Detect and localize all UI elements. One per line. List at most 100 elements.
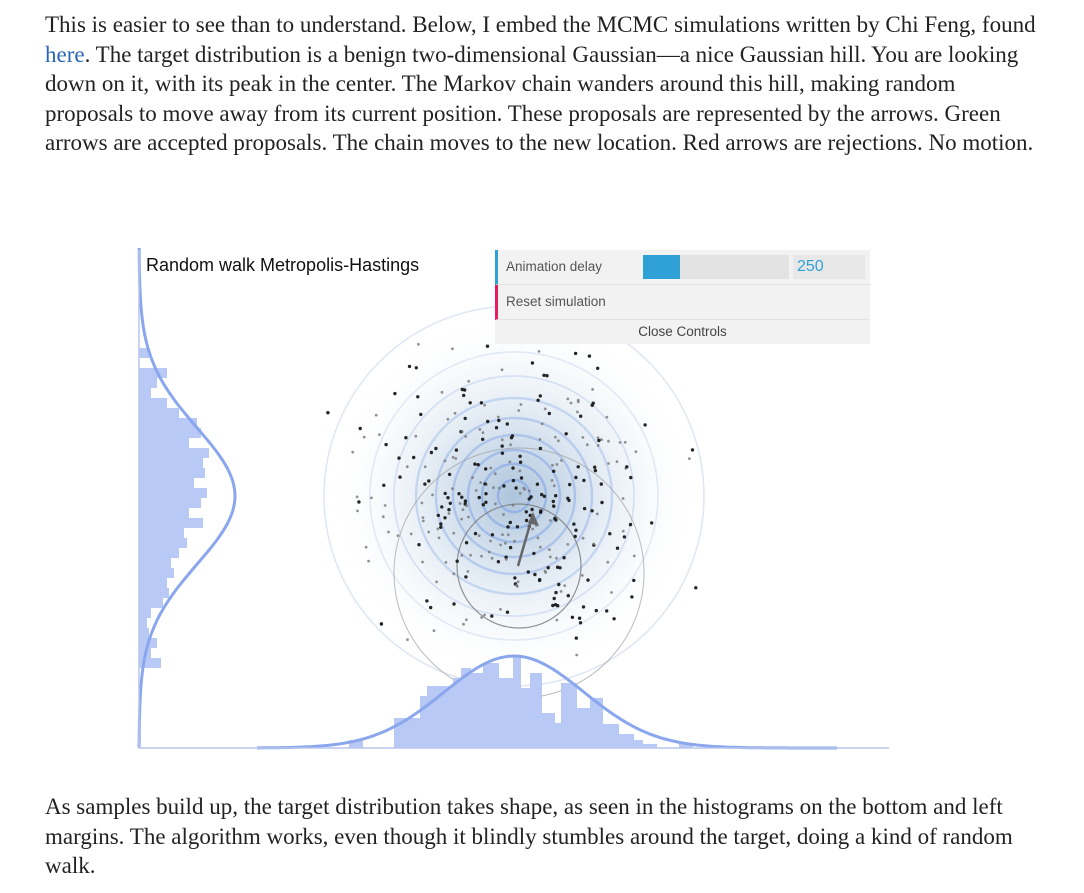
- sample-point: [605, 415, 609, 419]
- sample-point: [420, 501, 424, 505]
- sample-point: [448, 501, 452, 505]
- sample-point: [462, 393, 466, 398]
- here-link[interactable]: here: [45, 41, 85, 67]
- sample-point: [511, 466, 515, 470]
- sample-point: [593, 465, 597, 469]
- proposal-circle: [456, 503, 582, 629]
- sample-point: [581, 536, 585, 540]
- sample-point: [356, 509, 359, 513]
- sample-point: [555, 556, 558, 560]
- animation-delay-slider[interactable]: [643, 255, 789, 279]
- simulation-canvas[interactable]: [137, 248, 890, 750]
- sample-point: [432, 629, 436, 632]
- sample-point: [556, 604, 560, 608]
- sample-point: [493, 472, 497, 476]
- sample-point: [489, 539, 492, 543]
- histogram-bar: [139, 508, 189, 518]
- sample-point: [421, 560, 424, 564]
- sample-point: [436, 513, 440, 518]
- sample-point: [464, 575, 468, 579]
- sample-point: [596, 436, 600, 440]
- sample-point: [592, 542, 596, 546]
- animation-delay-input[interactable]: [793, 255, 865, 279]
- sample-point: [552, 484, 556, 488]
- histogram-bar: [139, 458, 203, 468]
- sample-point: [481, 431, 485, 435]
- sample-point: [621, 497, 625, 500]
- sample-point: [471, 476, 474, 479]
- sample-point: [552, 504, 556, 508]
- histogram-bar: [603, 724, 619, 748]
- sample-point: [379, 622, 384, 626]
- sample-point: [568, 482, 572, 487]
- sample-point: [429, 450, 434, 455]
- sample-point: [481, 437, 485, 441]
- sample-point: [374, 413, 378, 417]
- sample-point: [478, 428, 482, 431]
- intro-text-after: . The target distribution is a benign tw…: [45, 41, 1034, 156]
- sample-point: [581, 605, 586, 609]
- sample-point: [634, 450, 638, 454]
- sample-point: [451, 487, 454, 490]
- sample-point: [595, 512, 599, 516]
- sample-point: [384, 442, 388, 447]
- sample-point: [465, 618, 468, 622]
- sample-point: [443, 459, 447, 463]
- sample-point: [523, 488, 526, 491]
- sample-point: [467, 379, 471, 383]
- sample-point: [499, 543, 502, 547]
- sample-point: [452, 602, 456, 606]
- sample-point: [494, 426, 499, 430]
- sample-point: [504, 541, 507, 545]
- histogram-bar: [590, 698, 603, 748]
- sample-point: [427, 530, 431, 534]
- sample-point: [600, 500, 604, 505]
- histogram-bar: [461, 668, 471, 748]
- sample-point: [578, 621, 583, 625]
- sample-point: [518, 454, 522, 458]
- sample-point: [508, 520, 512, 525]
- sample-point: [464, 435, 467, 438]
- sample-point: [460, 495, 464, 499]
- mcmc-simulation[interactable]: Random walk Metropolis-Hastings Animatio…: [137, 248, 890, 750]
- close-controls-button[interactable]: Close Controls: [495, 320, 870, 344]
- sample-point: [397, 456, 401, 460]
- sample-point: [551, 603, 555, 608]
- sample-point: [480, 554, 483, 558]
- sample-point: [474, 489, 478, 492]
- sample-point: [566, 594, 570, 598]
- sample-point: [530, 507, 534, 512]
- sample-point: [393, 391, 397, 396]
- sample-point: [650, 521, 654, 525]
- sample-point: [501, 533, 504, 536]
- sample-point: [549, 519, 552, 522]
- sample-point: [452, 531, 456, 535]
- sample-point: [576, 410, 579, 414]
- histogram-bar: [139, 368, 167, 378]
- sample-point: [378, 433, 381, 436]
- sample-point: [542, 373, 546, 377]
- sample-point: [440, 505, 444, 509]
- sample-point: [414, 434, 418, 438]
- sample-point: [629, 475, 633, 480]
- sample-point: [526, 570, 530, 574]
- sample-point: [557, 582, 561, 587]
- histogram-bar: [139, 448, 209, 458]
- sample-point: [690, 448, 695, 452]
- sample-point: [517, 409, 521, 412]
- sample-point: [466, 570, 470, 573]
- histogram-bar: [499, 678, 513, 748]
- sample-point: [621, 529, 625, 533]
- sample-point: [500, 444, 504, 448]
- sample-point: [427, 479, 431, 483]
- sample-point: [508, 460, 512, 464]
- histogram-bar: [619, 734, 634, 748]
- sample-point: [524, 510, 528, 514]
- sample-point: [570, 615, 575, 619]
- sample-point: [421, 516, 425, 519]
- sample-point: [537, 578, 542, 583]
- reset-simulation-button[interactable]: Reset simulation: [495, 285, 870, 320]
- sample-point: [476, 463, 480, 467]
- histogram-bar: [634, 740, 643, 748]
- sample-point: [429, 605, 433, 610]
